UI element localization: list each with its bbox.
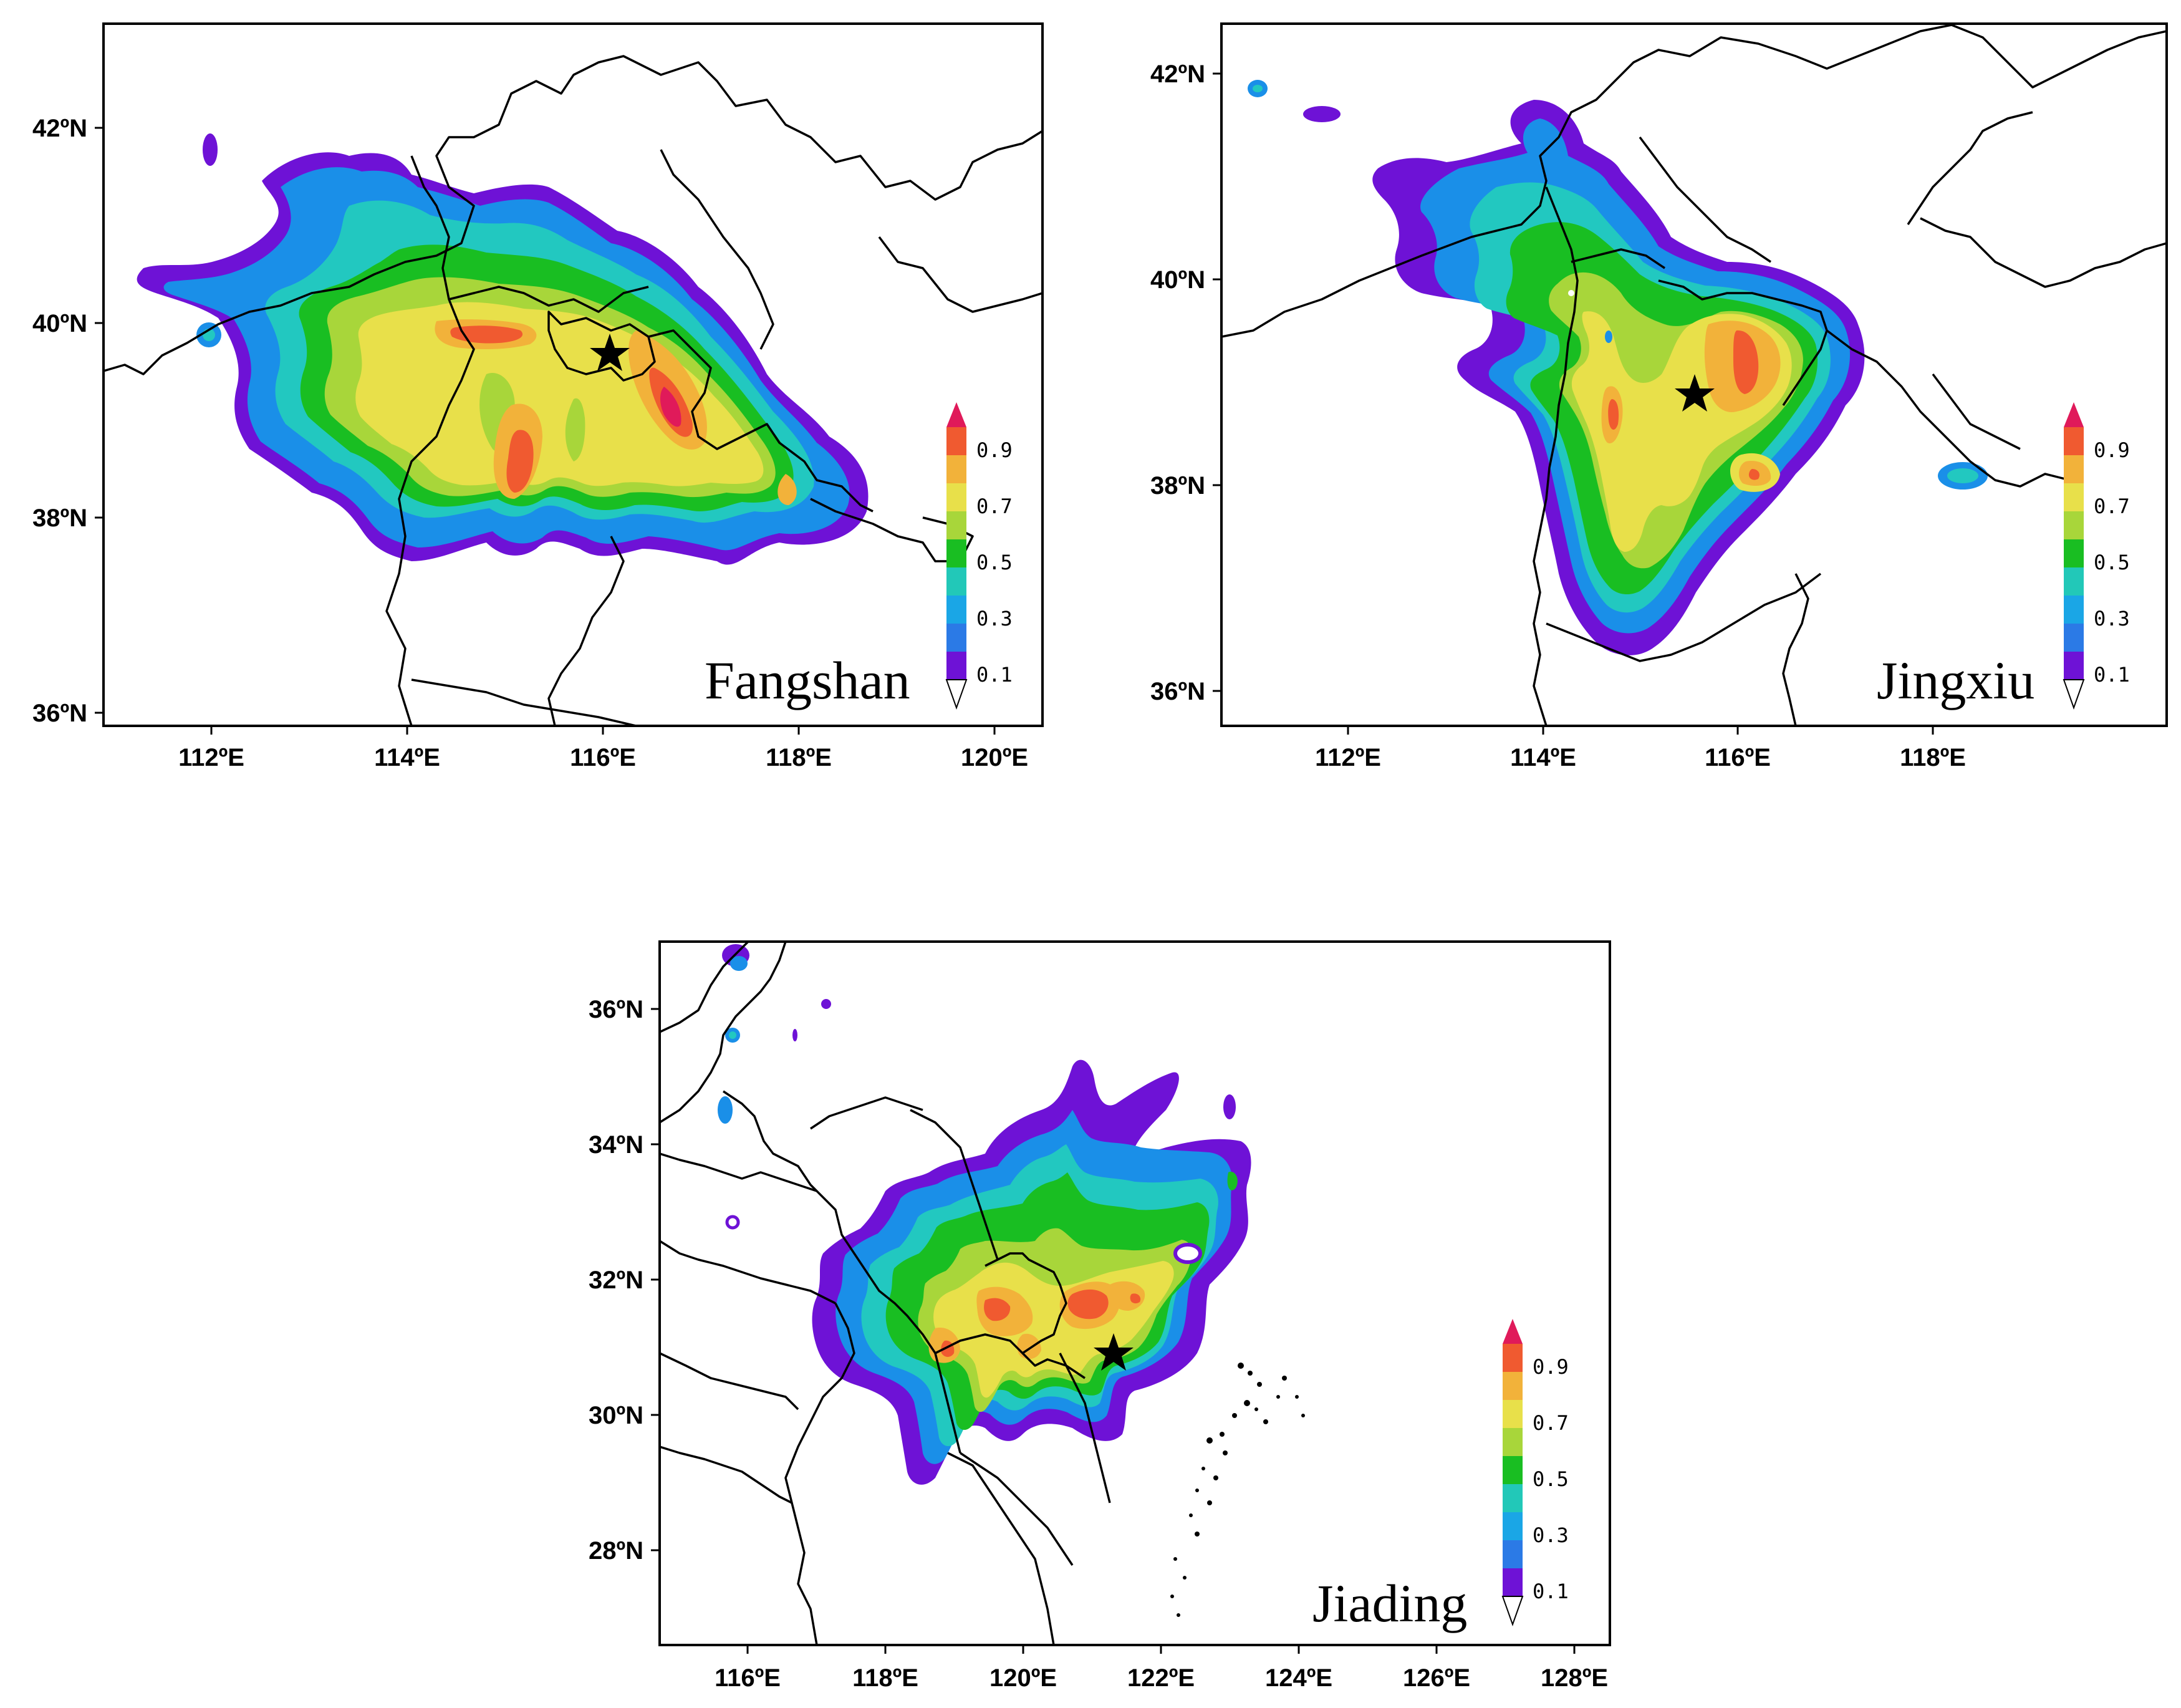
lon-axis: 116ºE 118ºE 120ºE 122ºE 124ºE 126ºE 128º… (715, 1645, 1608, 1692)
lon-tick-label: 114ºE (1510, 744, 1576, 771)
site-label: Fangshan (705, 650, 910, 710)
lat-axis: 42ºN 40ºN 38ºN 36ºN (32, 115, 104, 727)
lat-tick-label: 38ºN (32, 504, 87, 532)
map-jiading: Jiading 36ºN 34ºN 32ºN 30ºN 28ºN 116ºE 1… (589, 940, 1611, 1692)
site-marker (1675, 374, 1715, 412)
lat-tick-label: 30ºN (589, 1402, 643, 1429)
colorbar-label: 0.9 (1533, 1355, 1569, 1379)
colorbar-label: 0.5 (2094, 551, 2130, 574)
lat-tick-label: 32ºN (589, 1267, 643, 1294)
lat-tick-label: 36ºN (1150, 678, 1205, 705)
lat-tick-label: 42ºN (32, 115, 87, 142)
province-borders (1221, 24, 2167, 726)
lat-tick-label: 36ºN (589, 996, 643, 1023)
islands (1170, 1363, 1305, 1617)
lon-tick-label: 128ºE (1541, 1664, 1608, 1692)
province-borders (104, 55, 1042, 726)
colorbar-label: 0.5 (1533, 1467, 1569, 1491)
lon-tick-label: 124ºE (1265, 1664, 1332, 1692)
lat-axis: 42ºN 40ºN 38ºN 36ºN (1150, 60, 1221, 705)
colorbar-label: 0.7 (1533, 1411, 1569, 1435)
lat-axis: 36ºN 34ºN 32ºN 30ºN 28ºN (589, 996, 660, 1565)
site-marker (590, 334, 630, 371)
colorbar-label: 0.3 (976, 607, 1013, 630)
map-jingxiu: Jingxiu 42ºN 40ºN 38ºN 36ºN 112ºE 114ºE … (1150, 22, 2168, 771)
lat-tick-label: 34ºN (589, 1131, 643, 1159)
lon-axis: 112ºE 114ºE 116ºE 118ºE (1315, 726, 1966, 771)
colorbar-label: 0.1 (2094, 663, 2130, 687)
site-label: Jingxiu (1877, 650, 2034, 710)
lon-tick-label: 118ºE (1900, 744, 1966, 771)
colorbar-label: 0.9 (976, 438, 1013, 462)
lon-tick-label: 120ºE (961, 744, 1028, 771)
lat-tick-label: 36ºN (32, 700, 87, 727)
panel-fangshan: Fangshan 42ºN 40ºN 38ºN 36ºN 112ºE 114ºE… (0, 0, 1060, 786)
concentration-field (718, 944, 1251, 1485)
colorbar-label: 0.1 (976, 663, 1013, 687)
colorbar-label: 0.7 (2094, 495, 2130, 518)
panel-jingxiu: Jingxiu 42ºN 40ºN 38ºN 36ºN 112ºE 114ºE … (1110, 0, 2181, 786)
map-fangshan: Fangshan 42ºN 40ºN 38ºN 36ºN 112ºE 114ºE… (32, 22, 1044, 771)
lat-tick-label: 40ºN (1150, 266, 1205, 294)
lon-tick-label: 112ºE (178, 744, 244, 771)
lon-tick-label: 116ºE (715, 1664, 781, 1692)
colorbar: 0.9 0.7 0.5 0.3 0.1 (2063, 402, 2130, 710)
panel-jiading: Jiading 36ºN 34ºN 32ºN 30ºN 28ºN 116ºE 1… (549, 904, 1634, 1708)
lon-tick-label: 112ºE (1315, 744, 1381, 771)
colorbar-label: 0.9 (2094, 438, 2130, 462)
lon-tick-label: 116ºE (1705, 744, 1771, 771)
lon-tick-label: 116ºE (570, 744, 636, 771)
lat-tick-label: 40ºN (32, 310, 87, 337)
concentration-field (137, 133, 869, 565)
lon-axis: 112ºE 114ºE 116ºE 118ºE 120ºE (178, 726, 1028, 771)
lat-tick-label: 42ºN (1150, 60, 1205, 88)
site-marker (1094, 1333, 1134, 1371)
lat-tick-label: 38ºN (1150, 472, 1205, 499)
lat-tick-label: 28ºN (589, 1537, 643, 1565)
colorbar-label: 0.7 (976, 495, 1013, 518)
lon-tick-label: 126ºE (1403, 1664, 1470, 1692)
concentration-field (1248, 80, 1988, 655)
lon-tick-label: 118ºE (766, 744, 832, 771)
province-borders (660, 942, 1111, 1645)
colorbar: 0.9 0.7 0.5 0.3 0.1 (1501, 1319, 1569, 1626)
lon-tick-label: 114ºE (374, 744, 440, 771)
colorbar: 0.9 0.7 0.5 0.3 0.1 (945, 402, 1013, 710)
lon-tick-label: 118ºE (852, 1664, 918, 1692)
site-label: Jiading (1312, 1573, 1467, 1633)
colorbar-label: 0.1 (1533, 1580, 1569, 1603)
colorbar-label: 0.5 (976, 551, 1013, 574)
lon-tick-label: 122ºE (1127, 1664, 1195, 1692)
colorbar-label: 0.3 (2094, 607, 2130, 630)
colorbar-label: 0.3 (1533, 1523, 1569, 1547)
lon-tick-label: 120ºE (989, 1664, 1057, 1692)
